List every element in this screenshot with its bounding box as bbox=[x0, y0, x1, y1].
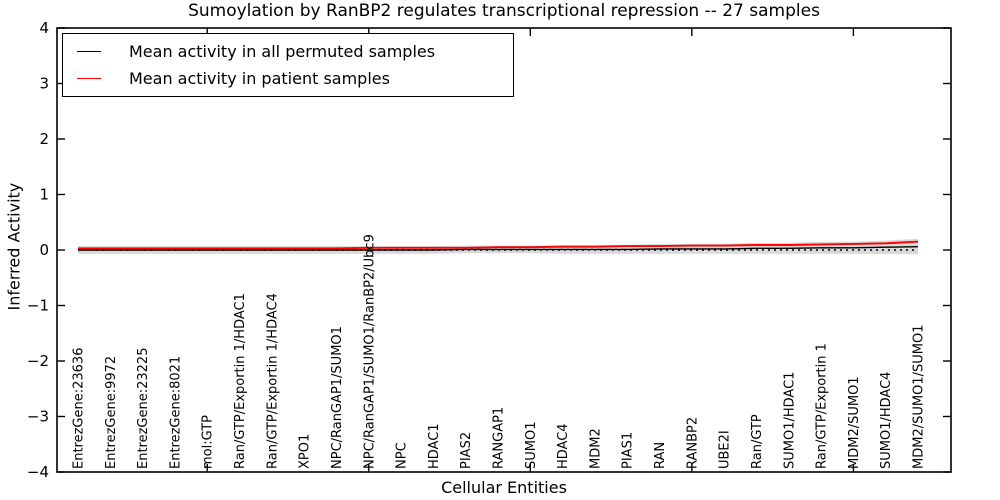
x-axis-label: Cellular Entities bbox=[441, 478, 567, 497]
y-tick-label: −2 bbox=[27, 352, 49, 370]
x-category-label: NPC bbox=[395, 442, 410, 469]
x-category-label: SUMO1/HDAC1 bbox=[782, 372, 797, 469]
axes-frame bbox=[56, 27, 952, 473]
legend-entry: Mean activity in all permuted samples bbox=[63, 42, 513, 61]
x-category-label: RAN bbox=[653, 442, 668, 469]
x-category-label: SUMO1/HDAC4 bbox=[879, 372, 894, 469]
x-category-label: Ran/GTP/Exportin 1 bbox=[815, 343, 830, 469]
series-line-permuted bbox=[78, 246, 919, 251]
x-category-label: SUMO1 bbox=[524, 422, 539, 470]
x-category-label: PIAS2 bbox=[459, 432, 474, 469]
x-category-label: EntrezGene:23636 bbox=[72, 348, 87, 469]
x-category-label: MDM2/SUMO1 bbox=[847, 376, 862, 469]
x-category-label: RANBP2 bbox=[685, 417, 700, 469]
y-tick-label: 3 bbox=[39, 75, 49, 93]
x-category-label: XPO1 bbox=[298, 434, 313, 469]
x-category-label: PIAS1 bbox=[621, 432, 636, 469]
series-line-patient bbox=[78, 240, 919, 250]
y-tick-label: 2 bbox=[39, 130, 49, 148]
legend-entry-label: Mean activity in all permuted samples bbox=[129, 42, 436, 62]
legend-entry: Mean activity in patient samples bbox=[63, 69, 513, 88]
legend-line-sample-patient bbox=[77, 77, 101, 79]
x-category-label: MDM2/SUMO1/SUMO1 bbox=[912, 325, 927, 469]
legend-entry-label: Mean activity in patient samples bbox=[129, 68, 390, 88]
x-category-label: mol:GTP bbox=[201, 415, 216, 469]
y-tick-label: −4 bbox=[27, 463, 49, 481]
x-category-label: RANGAP1 bbox=[492, 407, 507, 469]
y-tick-label: −3 bbox=[27, 408, 49, 426]
y-tick-label: 1 bbox=[39, 186, 49, 204]
y-tick-label: 0 bbox=[39, 241, 49, 259]
figure-title: Sumoylation by RanBP2 regulates transcri… bbox=[188, 1, 820, 21]
legend: Mean activity in all permuted samples Me… bbox=[62, 33, 514, 97]
x-category-label: NPC/RanGAP1/SUMO1/RanBP2/Ubc9 bbox=[362, 234, 377, 469]
y-tick-label: −1 bbox=[27, 297, 49, 315]
x-category-label: HDAC4 bbox=[556, 423, 571, 469]
x-category-label: Ran/GTP/Exportin 1/HDAC1 bbox=[233, 293, 248, 469]
x-category-label: EntrezGene:23225 bbox=[136, 348, 151, 469]
x-category-label: Ran/GTP bbox=[750, 414, 765, 469]
x-category-label: NPC/RanGAP1/SUMO1 bbox=[330, 326, 345, 469]
y-tick-label: 4 bbox=[39, 19, 49, 37]
legend-line-sample-permuted bbox=[77, 51, 101, 53]
x-category-label: MDM2 bbox=[588, 428, 603, 469]
x-category-label: HDAC1 bbox=[427, 423, 442, 469]
x-category-label: Ran/GTP/Exportin 1/HDAC4 bbox=[265, 293, 280, 469]
x-category-label: EntrezGene:9972 bbox=[104, 356, 119, 469]
x-category-label: UBE2I bbox=[718, 430, 733, 469]
y-axis-label: Inferred Activity bbox=[4, 182, 24, 311]
x-category-label: EntrezGene:8021 bbox=[168, 356, 183, 469]
